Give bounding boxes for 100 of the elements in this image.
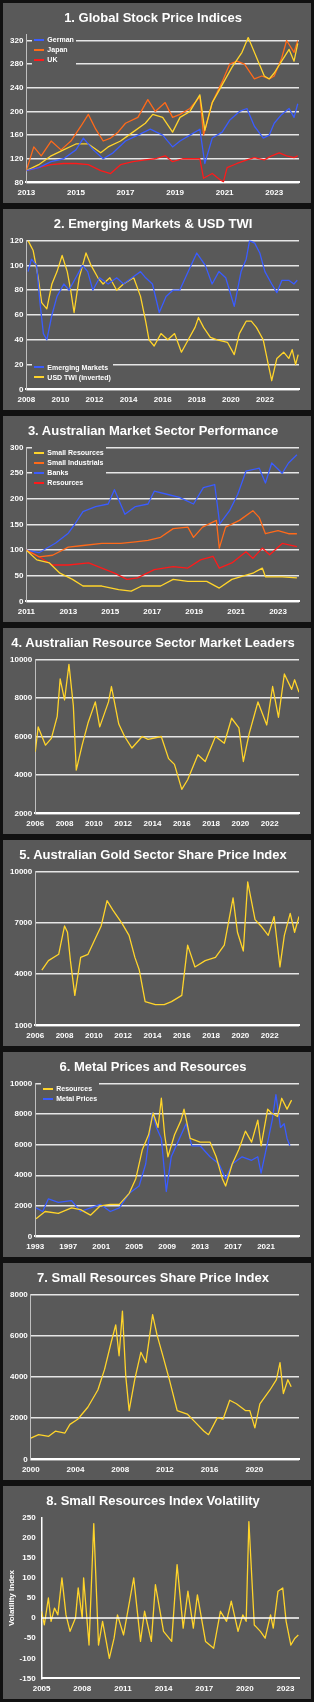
- y-axis-title: Volatility Index: [7, 1569, 16, 1626]
- y-tick-label: 10000: [10, 1078, 33, 1088]
- x-tick-label: 2017: [116, 188, 135, 198]
- y-tick-label: 7000: [14, 918, 33, 928]
- y-tick-label: 80: [14, 177, 24, 187]
- x-tick-label: 2008: [55, 819, 74, 829]
- x-tick-label: 2020: [231, 819, 250, 829]
- y-tick-label: 240: [9, 83, 24, 93]
- chart-title: 1. Global Stock Price Indices: [64, 10, 242, 26]
- y-tick-label: 1000: [14, 1020, 33, 1030]
- y-tick-label: 2000: [10, 1413, 29, 1423]
- x-tick-label: 2008: [55, 1031, 74, 1041]
- y-tick-label: 320: [9, 35, 24, 45]
- x-tick-label: 2019: [185, 607, 204, 617]
- x-tick-label: 2008: [111, 1465, 130, 1475]
- x-tick-label: 2012: [114, 819, 133, 829]
- y-tick-label: 8000: [14, 1109, 33, 1119]
- chart-title: 6. Metal Prices and Resources: [59, 1059, 247, 1075]
- y-tick-label: -50: [24, 1633, 37, 1643]
- y-tick-label: 6000: [10, 1331, 29, 1340]
- x-tick-label: 1997: [59, 1242, 78, 1252]
- y-tick-label: 100: [9, 545, 24, 555]
- y-tick-label: 250: [22, 1512, 37, 1522]
- x-tick-label: 2013: [191, 1242, 210, 1252]
- x-tick-label: 2008: [73, 1684, 92, 1694]
- y-tick-label: 6000: [14, 1139, 33, 1149]
- x-tick-label: 2016: [200, 1465, 220, 1475]
- x-tick-label: 2018: [202, 1031, 221, 1041]
- y-tick-label: -150: [19, 1673, 37, 1683]
- y-tick-label: 200: [22, 1532, 37, 1542]
- chart-title: 2. Emerging Markets & USD TWI: [53, 216, 253, 232]
- y-tick-label: 250: [9, 468, 24, 478]
- chart-title: 3. Australian Market Sector Performance: [27, 423, 279, 439]
- y-tick-label: 20: [14, 359, 24, 369]
- x-tick-label: 2011: [17, 607, 36, 617]
- y-tick-label: 4000: [14, 770, 33, 780]
- y-tick-label: 2000: [14, 808, 33, 818]
- x-tick-label: 2010: [84, 819, 104, 829]
- x-tick-label: 2012: [85, 395, 104, 405]
- x-tick-label: 2013: [59, 607, 78, 617]
- y-tick-label: 280: [9, 59, 24, 69]
- y-tick-label: 10000: [10, 654, 33, 664]
- x-tick-label: 2023: [265, 188, 284, 198]
- x-tick-label: 1993: [26, 1242, 45, 1252]
- y-tick-label: 4000: [10, 1372, 29, 1382]
- x-tick-label: 2020: [235, 1684, 255, 1694]
- y-tick-label: 0: [18, 596, 24, 606]
- y-tick-label: 4000: [14, 1170, 33, 1180]
- x-tick-label: 2022: [256, 395, 275, 405]
- x-tick-label: 2017: [224, 1242, 243, 1252]
- y-tick-label: 150: [22, 1553, 37, 1562]
- y-tick-label: 160: [9, 130, 24, 140]
- x-tick-label: 2013: [17, 188, 36, 198]
- x-tick-label: 2012: [114, 1031, 133, 1041]
- y-tick-label: 8000: [10, 1289, 29, 1299]
- chart-title: 5. Australian Gold Sector Share Price Index: [19, 847, 288, 863]
- y-tick-label: 0: [27, 1231, 33, 1241]
- chart-title: 4. Australian Resource Sector Market Leaders: [11, 635, 295, 651]
- x-tick-label: 2019: [166, 188, 185, 198]
- x-tick-label: 2011: [114, 1684, 133, 1694]
- y-tick-label: 0: [18, 384, 24, 394]
- x-tick-label: 2023: [269, 607, 288, 617]
- y-tick-label: 6000: [14, 731, 33, 741]
- x-tick-label: 2021: [257, 1242, 276, 1252]
- y-tick-label: 300: [9, 442, 24, 452]
- x-tick-label: 2001: [92, 1242, 111, 1252]
- x-tick-label: 2016: [172, 819, 192, 829]
- x-tick-label: 2008: [17, 395, 36, 405]
- y-tick-label: -100: [19, 1653, 37, 1663]
- x-tick-label: 2015: [101, 607, 120, 617]
- y-tick-label: 2000: [14, 1201, 33, 1211]
- y-tick-label: 4000: [14, 969, 33, 979]
- y-tick-label: 120: [9, 153, 24, 163]
- y-tick-label: 8000: [14, 693, 33, 703]
- x-tick-label: 2010: [51, 395, 70, 405]
- y-tick-label: 120: [9, 235, 24, 245]
- x-tick-label: 2017: [143, 607, 162, 617]
- x-tick-label: 2022: [260, 1031, 280, 1041]
- x-tick-label: 2014: [119, 395, 139, 405]
- x-tick-label: 2014: [143, 819, 162, 829]
- x-tick-label: 2020: [231, 1031, 250, 1041]
- y-tick-label: 150: [9, 519, 24, 529]
- x-tick-label: 2023: [276, 1684, 295, 1694]
- x-tick-label: 2017: [195, 1684, 214, 1694]
- chart-title: 8. Small Resources Index Volatility: [46, 1493, 261, 1509]
- x-tick-label: 2004: [66, 1465, 85, 1475]
- y-tick-label: 50: [26, 1593, 37, 1603]
- x-tick-label: 2018: [187, 395, 207, 405]
- y-tick-label: 10000: [10, 866, 33, 876]
- y-tick-label: 40: [14, 335, 24, 344]
- y-tick-label: 200: [9, 106, 24, 116]
- x-tick-label: 2010: [84, 1031, 104, 1041]
- x-tick-label: 2015: [67, 188, 86, 198]
- x-tick-label: 2021: [227, 607, 246, 617]
- x-tick-label: 2016: [153, 395, 173, 405]
- y-tick-label: 60: [14, 310, 24, 320]
- x-tick-label: 2005: [32, 1684, 52, 1694]
- x-tick-label: 2005: [125, 1242, 144, 1252]
- y-tick-label: 100: [22, 1573, 37, 1583]
- x-tick-label: 2021: [215, 188, 235, 198]
